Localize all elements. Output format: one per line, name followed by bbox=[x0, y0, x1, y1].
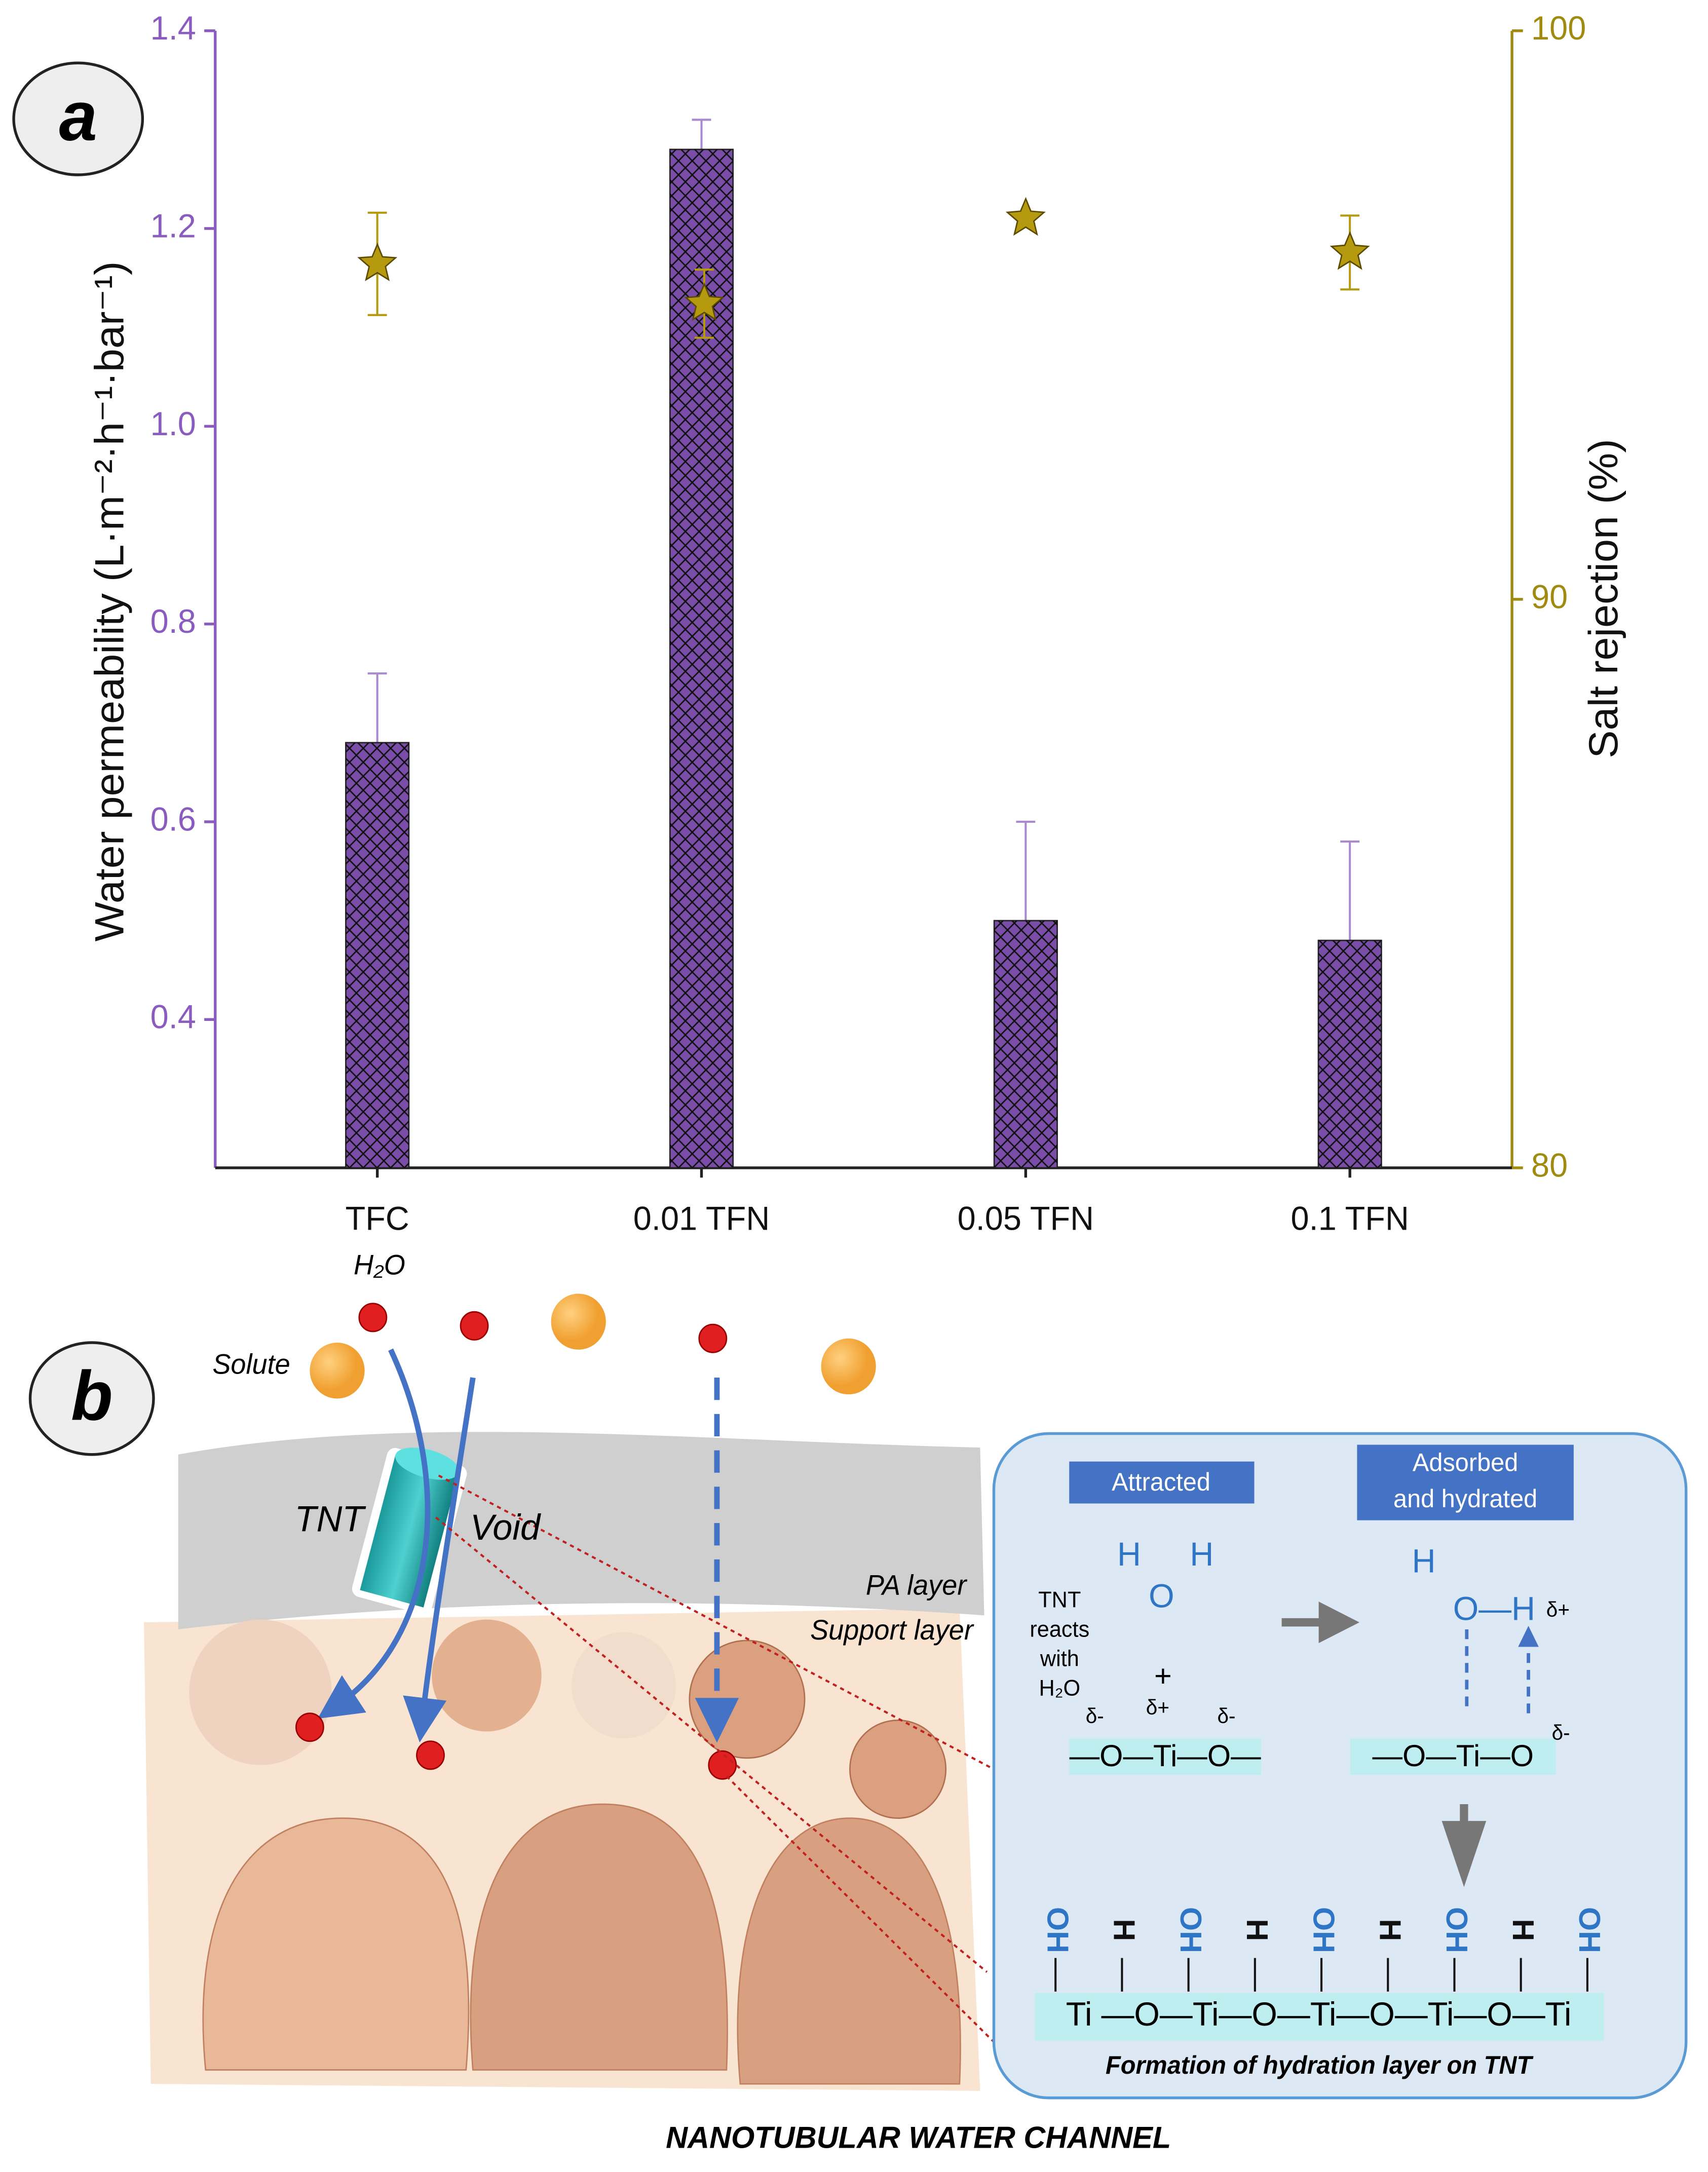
panel-badge bbox=[28, 1341, 155, 1456]
pore bbox=[432, 1619, 542, 1732]
chem: δ+ bbox=[1546, 1598, 1570, 1621]
grain bbox=[737, 1817, 961, 2085]
label: Solute bbox=[212, 1349, 290, 1380]
tag bbox=[1357, 1444, 1574, 1520]
y2-tick-label: 100 bbox=[1531, 10, 1586, 47]
chem: H bbox=[1412, 1542, 1436, 1580]
x-tick-label: 0.1 TFN bbox=[1291, 1200, 1409, 1237]
chem: OH bbox=[1440, 1907, 1473, 1953]
star-marker bbox=[1005, 197, 1046, 236]
water-molecules bbox=[295, 1303, 737, 1780]
pore bbox=[189, 1619, 332, 1765]
label: PA layer bbox=[866, 1570, 968, 1601]
label: reacts bbox=[1030, 1617, 1089, 1642]
label: TNT bbox=[1038, 1587, 1081, 1612]
bar-hatch bbox=[1318, 940, 1382, 1168]
caption: NANOTUBULAR WATER CHANNEL bbox=[666, 2120, 1171, 2155]
y-tick-label: 0.4 bbox=[150, 998, 196, 1036]
chem: H bbox=[1190, 1535, 1213, 1573]
inset bbox=[992, 1432, 1688, 2100]
chem: δ+ bbox=[1146, 1696, 1169, 1719]
bar-hatch bbox=[670, 149, 733, 1168]
chem: OH bbox=[1307, 1907, 1340, 1953]
panel-label: b bbox=[71, 1356, 113, 1435]
grain bbox=[470, 1803, 728, 2071]
label: Void bbox=[470, 1507, 542, 1548]
chain-bg bbox=[1035, 1993, 1604, 2041]
chem: δ- bbox=[1217, 1704, 1235, 1727]
x-tick-label: 0.01 TFN bbox=[633, 1200, 770, 1237]
chem: OH bbox=[1573, 1907, 1606, 1953]
tag-label: and hydrated bbox=[1393, 1485, 1537, 1513]
tag bbox=[1069, 1461, 1255, 1504]
y2-tick-label: 90 bbox=[1531, 578, 1568, 616]
panel-label: a bbox=[59, 77, 97, 155]
chem: —O—Ti—O bbox=[1373, 1738, 1534, 1773]
label: Support layer bbox=[810, 1615, 975, 1646]
chem: H bbox=[1374, 1919, 1407, 1941]
chart: Water permeability (L·m⁻²·h⁻¹·bar⁻¹) Sal… bbox=[87, 10, 1626, 1237]
reacts-label: TNT reacts with H₂O bbox=[1030, 1587, 1089, 1700]
chem: H bbox=[1108, 1919, 1141, 1941]
chem: H bbox=[1506, 1919, 1540, 1941]
chem: OH bbox=[1174, 1907, 1207, 1953]
tag-label: Attracted bbox=[1112, 1468, 1210, 1497]
star-marker bbox=[1330, 231, 1370, 270]
star-marker bbox=[357, 242, 398, 282]
y-tick-label: 0.6 bbox=[150, 801, 196, 838]
tnt-tube bbox=[352, 1447, 467, 1615]
flow-arrow bbox=[403, 1377, 476, 1743]
chem: O bbox=[1149, 1577, 1174, 1615]
label: with bbox=[1040, 1646, 1079, 1671]
panel-badge bbox=[12, 61, 144, 176]
chem: OH bbox=[1041, 1907, 1075, 1953]
bar-hatch bbox=[346, 742, 409, 1168]
y-axis-label: Water permeability (L·m⁻²·h⁻¹·bar⁻¹) bbox=[87, 261, 132, 942]
label: TNT bbox=[295, 1499, 366, 1540]
chem: H bbox=[1117, 1535, 1141, 1573]
arrow bbox=[1465, 1629, 1529, 1713]
inset-caption: Formation of hydration layer on TNT bbox=[1106, 2051, 1534, 2080]
chem: O—H bbox=[1453, 1590, 1535, 1627]
x-tick-label: TFC bbox=[346, 1200, 409, 1237]
label: H₂O bbox=[1039, 1675, 1080, 1700]
y-tick-label: 1.0 bbox=[150, 405, 196, 442]
chem: Ti —O—Ti—O—Ti—O—Ti—O—Ti bbox=[1066, 1995, 1572, 2033]
chem: —O—Ti—O— bbox=[1070, 1738, 1262, 1773]
tag-label: Adsorbed bbox=[1413, 1449, 1518, 1477]
y-tick-label: 1.4 bbox=[150, 10, 196, 47]
y2-tick-label: 80 bbox=[1531, 1147, 1568, 1184]
pore bbox=[849, 1719, 947, 1819]
arrow bbox=[1441, 1804, 1487, 1887]
diagram: b H₂O Solute TNT Void bbox=[28, 1249, 1688, 2155]
star-marker bbox=[684, 282, 725, 321]
chem: δ- bbox=[1552, 1721, 1570, 1744]
y-tick-label: 1.2 bbox=[150, 207, 196, 245]
arrow bbox=[1281, 1602, 1360, 1644]
chem: H bbox=[1240, 1919, 1274, 1941]
chain-bg bbox=[1069, 1738, 1262, 1775]
chem: δ- bbox=[1086, 1704, 1104, 1727]
solutes bbox=[310, 1293, 876, 1399]
pore bbox=[572, 1632, 676, 1739]
y-tick-label: 0.8 bbox=[150, 603, 196, 640]
grain bbox=[202, 1817, 470, 2071]
flow-arrow bbox=[317, 1348, 431, 1719]
x-tick-label: 0.05 TFN bbox=[958, 1200, 1094, 1237]
label: H₂O bbox=[354, 1249, 405, 1281]
chem: + bbox=[1154, 1659, 1172, 1693]
bar-hatch bbox=[994, 921, 1057, 1168]
chain-bg bbox=[1350, 1738, 1556, 1775]
y2-axis-label: Salt rejection (%) bbox=[1581, 439, 1626, 758]
zoom-lines bbox=[435, 1474, 995, 2043]
